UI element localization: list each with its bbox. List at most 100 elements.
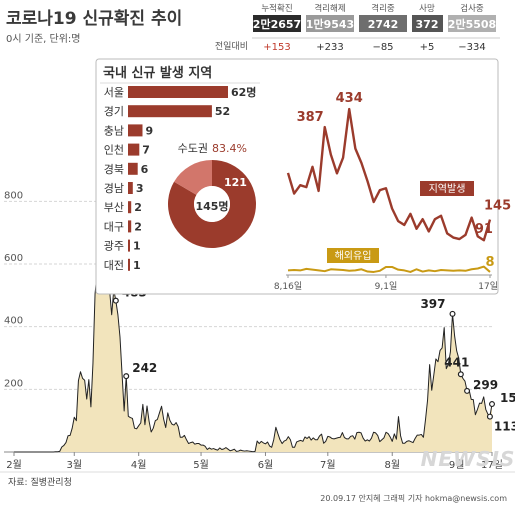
region-value: 1 [133,259,141,272]
x-tick-label: 17일 [481,459,503,471]
region-value: 6 [141,163,149,176]
stat-label: 누적확진 [261,3,292,14]
stat-value: 2만2657 [253,17,301,31]
callout-label: 397 [420,297,445,311]
callout-point [464,387,471,394]
region-name: 인천 [104,143,124,157]
y-tick-label: 400 [4,316,23,327]
stat-total-cases: 누적확진 2만2657 +153 [253,3,301,53]
stat-panel: 누적확진 2만2657 +153 격리해제 1만9543 +233 격리중 27… [252,3,500,53]
region-bar [128,258,130,271]
brand-logo: NEWSIS [421,447,515,471]
recent-x-tick-label: 17일 [478,281,498,292]
recent-x-tick-label: 9,1일 [375,281,398,292]
stat-value: 372 [416,18,439,31]
callout-label: 441 [444,355,469,369]
callout-label: 242 [132,361,157,375]
series-line-0 [286,107,492,242]
stat-value-box [306,15,354,32]
stat-value: 1만9543 [306,17,354,31]
region-name: 충남 [104,124,124,137]
series-line-1 [287,265,491,273]
x-tick-label: 2월 [6,459,22,471]
region-value: 1 [133,240,141,253]
y-tick-label: 600 [4,253,23,264]
x-tick-label: 3월 [66,459,82,471]
stat-deaths: 사망 372 +5 [412,3,443,53]
region-bar [128,201,132,214]
stat-change: +153 [263,42,290,53]
stat-isolated: 격리중 2742 −85 [359,3,407,53]
stat-change: +5 [420,42,435,53]
stat-label: 격리중 [371,3,395,14]
region-name: 서울 [104,86,124,99]
main-x-tick-labels: 2월 3월 4월 5월 6월 7월 8월 9월 17일 [6,452,503,471]
region-name: 경남 [104,182,124,195]
series-line [14,167,493,453]
recent-callout: 434 [336,91,363,106]
x-tick-label: 9월 [449,459,465,471]
callout-point [449,310,456,317]
y-tick-label: 200 [4,378,23,389]
region-bar [128,105,212,118]
donut-slice-other [174,160,212,195]
recent-callout: 145 [484,199,511,214]
callout-point [489,401,496,408]
callout-label: 299 [473,378,498,392]
region-value: 62명 [231,85,256,99]
x-tick-label: 6월 [258,459,274,471]
recent-callout: 387 [297,110,324,125]
region-name: 대전 [104,259,124,272]
region-bar [128,162,138,175]
region-value: 52 [215,105,230,118]
stat-released: 격리해제 1만9543 +233 [306,3,354,53]
stat-change: −85 [372,42,393,53]
main-callouts: 483242397441299153113 [112,286,515,434]
region-name: 경북 [104,163,124,176]
stat-value-box [412,15,443,32]
callout-point [457,371,464,378]
callout-point [123,373,130,380]
y-tick-label: 800 [4,190,23,201]
region-value: 2 [134,220,142,233]
callout-label: 153 [500,391,515,405]
callout-point [112,297,119,304]
donut-labels: 수도권 83.4% 145명 [178,142,247,213]
legend-tag-text: 해외유입 [335,249,372,262]
recent-x-tick-label: 8,16일 [274,281,302,292]
area-fill [14,167,492,452]
credit-line: 20.09.17 안지혜 그래픽 기자 hokma@newsis.com [320,493,507,503]
metro-donut-chart: 121 [167,160,257,249]
region-name: 광주 [104,240,124,253]
recent-callout: 91 [475,222,493,237]
stat-change: −334 [458,42,485,53]
x-tick-label: 5월 [193,459,209,471]
main-y-tick-labels: 200 400 600 800 [4,190,23,389]
stat-value: 2만5508 [448,17,496,31]
stat-value-box [253,15,301,32]
metro-share: 83.4% [212,142,247,155]
region-bar [128,124,143,137]
region-bar [128,86,228,98]
region-name: 대구 [104,220,124,233]
callout-point [486,413,493,420]
stat-value-box [448,15,496,32]
metro-label: 수도권 [178,142,208,155]
page-title: 코로나19 신규확진 추이 [6,9,182,29]
region-bar [128,182,133,194]
main-area-series [14,167,493,453]
region-bar [128,239,130,252]
x-tick-label: 7월 [320,459,336,471]
donut-metro-value: 121 [224,176,247,189]
donut-hole [194,186,230,222]
donut-total: 145명 [195,199,228,213]
region-value: 3 [136,182,144,195]
stat-value-box [359,15,407,32]
source-note: 자료: 질병관리청 [8,476,72,488]
region-bar [128,220,132,233]
region-bar [128,143,140,156]
